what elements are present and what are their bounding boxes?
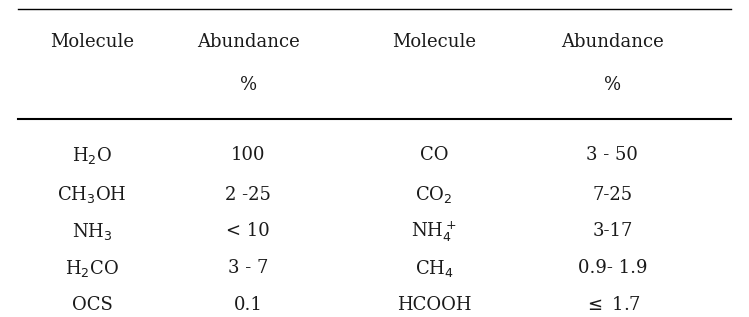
- Text: %: %: [240, 76, 257, 94]
- Text: 7-25: 7-25: [592, 186, 632, 204]
- Text: 3 - 7: 3 - 7: [228, 259, 268, 277]
- Text: Molecule: Molecule: [392, 33, 476, 51]
- Text: NH$_3$: NH$_3$: [72, 221, 112, 242]
- Text: H$_2$O: H$_2$O: [72, 145, 112, 166]
- Text: Abundance: Abundance: [561, 33, 664, 51]
- Text: 3-17: 3-17: [592, 223, 633, 240]
- Text: < 10: < 10: [226, 223, 270, 240]
- Text: 100: 100: [231, 146, 265, 164]
- Text: NH$_4^+$: NH$_4^+$: [411, 219, 457, 243]
- Text: 0.1: 0.1: [234, 296, 263, 314]
- Text: CH$_4$: CH$_4$: [414, 257, 453, 279]
- Text: $\leq$ 1.7: $\leq$ 1.7: [583, 296, 641, 314]
- Text: H$_2$CO: H$_2$CO: [65, 257, 119, 279]
- Text: 3 - 50: 3 - 50: [586, 146, 638, 164]
- Text: CO$_2$: CO$_2$: [415, 184, 452, 205]
- Text: %: %: [604, 76, 621, 94]
- Text: Molecule: Molecule: [50, 33, 134, 51]
- Text: 2 -25: 2 -25: [225, 186, 271, 204]
- Text: CH$_3$OH: CH$_3$OH: [57, 184, 127, 205]
- Text: Abundance: Abundance: [197, 33, 300, 51]
- Text: 0.9- 1.9: 0.9- 1.9: [577, 259, 647, 277]
- Text: HCOOH: HCOOH: [397, 296, 471, 314]
- Text: CO: CO: [419, 146, 448, 164]
- Text: OCS: OCS: [72, 296, 112, 314]
